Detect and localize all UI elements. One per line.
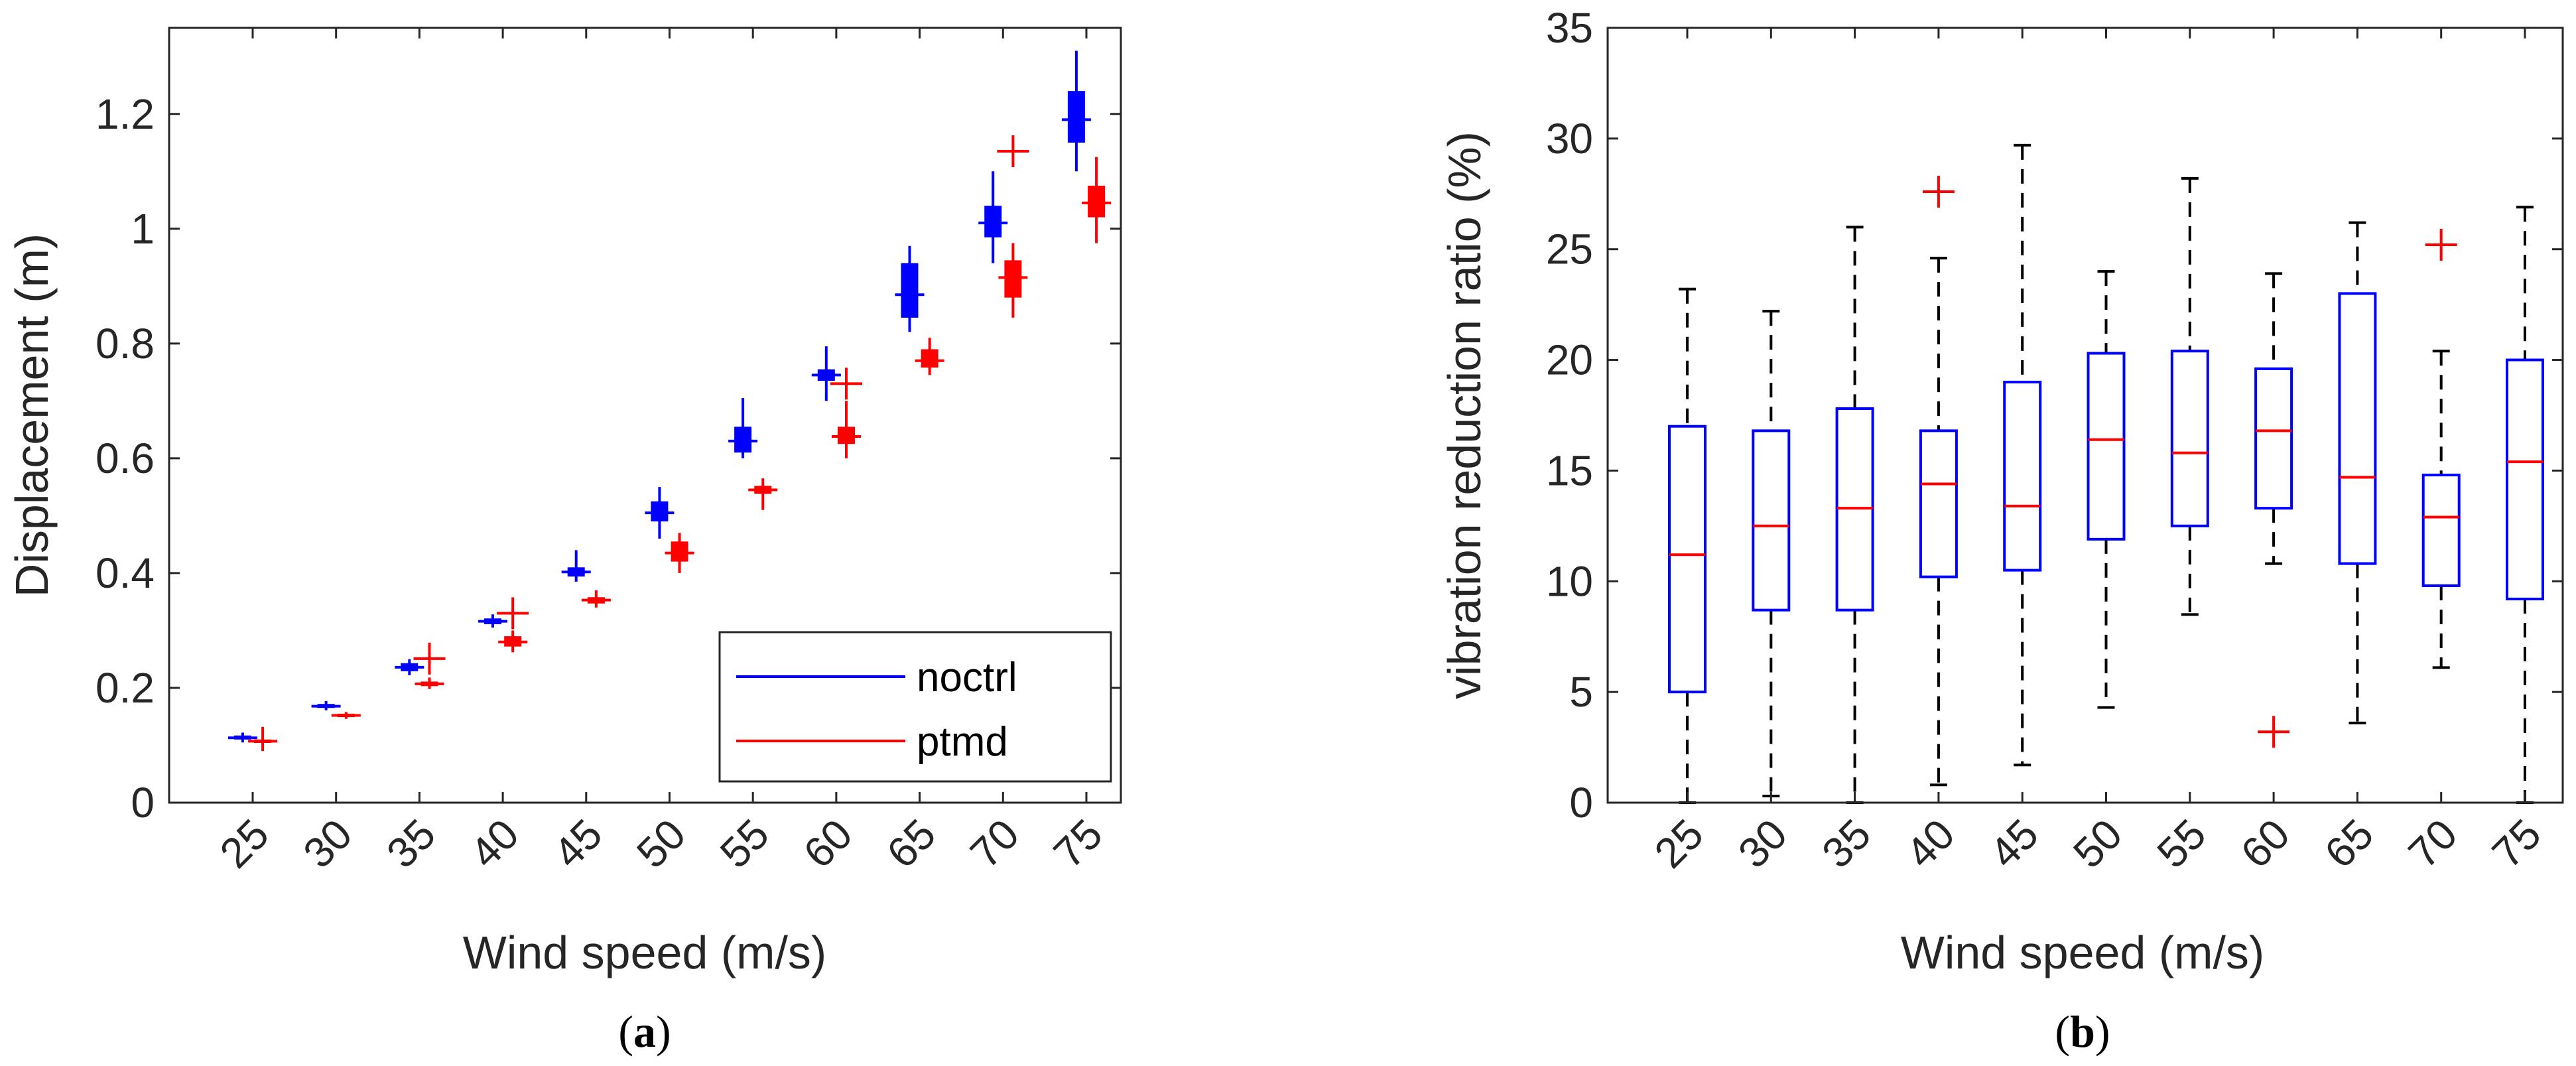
box <box>1752 429 1791 612</box>
noctrl-box <box>651 501 669 522</box>
x-tick-label: 50 <box>2064 810 2131 877</box>
panel-b-plot-area <box>1608 28 2563 803</box>
panel-a-marks <box>227 50 1112 752</box>
y-tick-label: 0.2 <box>96 664 155 712</box>
legend-noctrl-label: noctrl <box>917 655 1017 700</box>
ptmd-box <box>671 541 688 562</box>
panel-b-y-ticks: 0 5 10 15 20 25 30 35 <box>1546 4 2563 827</box>
panel-a-legend: noctrl ptmd <box>718 631 1112 783</box>
x-tick-label: 75 <box>1045 810 1112 877</box>
noctrl-box <box>734 427 752 453</box>
x-tick-label: 45 <box>544 810 611 877</box>
x-tick-label: 35 <box>1813 810 1880 877</box>
panel-b-caption: (b) <box>2055 1006 2110 1057</box>
panel-a-displacement-chart: 00.20.40.60.811.2 25 30 35 40 45 50 55 60 65 70 75… <box>6 27 1122 1057</box>
x-tick-label: 40 <box>1897 810 1964 877</box>
box <box>2170 350 2209 527</box>
y-tick-label: 5 <box>1569 668 1593 716</box>
x-tick-label: 30 <box>1729 810 1796 877</box>
y-tick-label: 0.6 <box>96 434 155 482</box>
y-tick-label: 20 <box>1546 336 1593 384</box>
x-tick-label: 60 <box>2232 810 2299 877</box>
panel-a-y-axis-label: Displacement (m) <box>6 233 58 597</box>
box <box>2506 358 2544 600</box>
x-tick-label: 65 <box>2315 810 2382 877</box>
y-tick-label: 0.8 <box>96 320 155 367</box>
y-tick-label: 0.4 <box>96 549 155 597</box>
panel-b-axes-box <box>1606 27 2564 804</box>
noctrl-box <box>1067 91 1085 143</box>
x-tick-label: 55 <box>711 810 778 877</box>
panel-a-axes-box <box>168 27 1122 804</box>
y-tick-label: 0 <box>131 779 155 827</box>
ptmd-box <box>921 349 938 368</box>
x-tick-label: 45 <box>1980 810 2047 877</box>
x-tick-label: 25 <box>1645 810 1712 877</box>
box <box>2003 380 2042 572</box>
y-tick-label: 25 <box>1546 226 1593 273</box>
x-tick-label: 30 <box>294 810 361 877</box>
x-tick-label: 70 <box>961 810 1028 877</box>
box <box>2338 292 2377 565</box>
legend-ptmd-label: ptmd <box>917 719 1008 765</box>
box <box>2087 352 2126 541</box>
x-tick-label: 70 <box>2399 810 2466 877</box>
ptmd-box <box>1088 185 1106 218</box>
legend-box <box>718 631 1112 783</box>
x-tick-label: 50 <box>627 810 694 877</box>
panel-a-x-axis-label: Wind speed (m/s) <box>463 927 826 978</box>
y-tick-label: 1.2 <box>96 90 155 138</box>
x-tick-label: 65 <box>877 810 944 877</box>
noctrl-box <box>901 263 919 318</box>
y-tick-label: 1 <box>131 205 155 253</box>
x-tick-label: 60 <box>795 810 862 877</box>
panel-b-x-axis-label: Wind speed (m/s) <box>1901 927 2264 978</box>
panel-a-caption: (a) <box>618 1006 671 1057</box>
box <box>1668 425 1707 694</box>
x-tick-label: 40 <box>461 810 528 877</box>
box <box>2254 367 2293 510</box>
x-tick-label: 75 <box>2483 810 2550 877</box>
y-tick-label: 0 <box>1569 779 1593 827</box>
panel-b-y-axis-label: vibration reduction ratio (%) <box>1439 131 1490 699</box>
panel-a-y-ticks: 0 0.2 0.4 0.6 0.8 1 1.2 <box>96 90 1121 827</box>
noctrl-box <box>984 206 1002 237</box>
x-tick-label: 25 <box>211 810 278 877</box>
box <box>1919 429 1958 578</box>
y-tick-label: 35 <box>1546 4 1593 52</box>
y-tick-label: 10 <box>1546 557 1593 605</box>
y-tick-label: 15 <box>1546 446 1593 494</box>
y-tick-label: 30 <box>1546 115 1593 163</box>
box <box>2421 474 2461 587</box>
x-tick-label: 35 <box>377 810 444 877</box>
ptmd-box <box>1004 260 1022 298</box>
x-tick-label: 55 <box>2148 810 2215 877</box>
